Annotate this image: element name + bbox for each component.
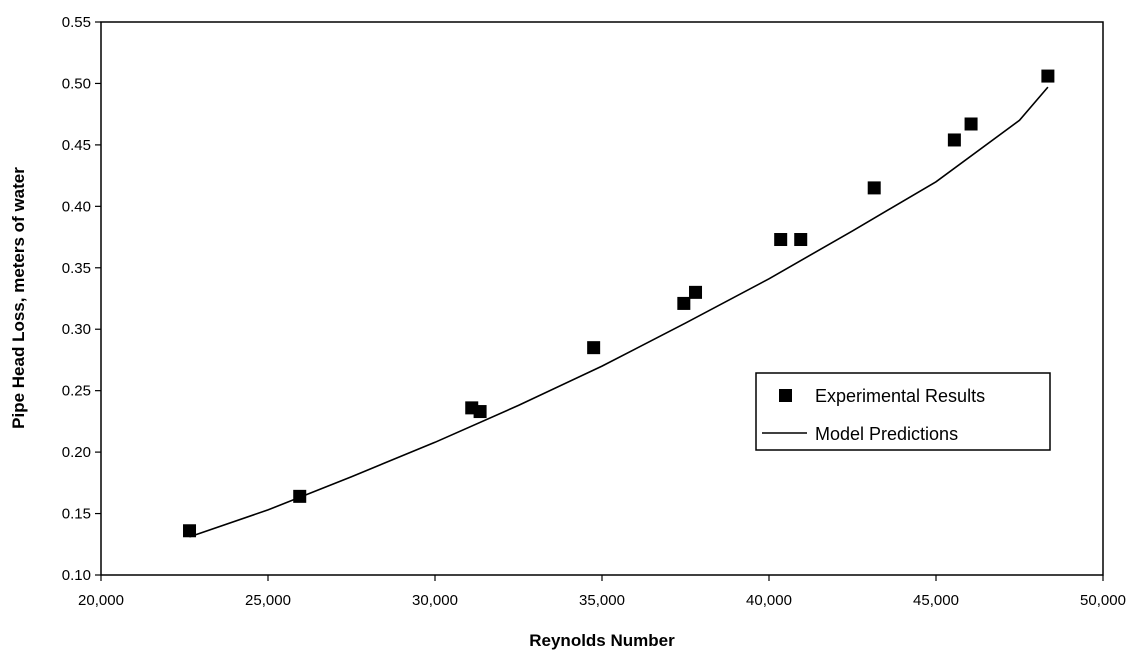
y-tick-label: 0.20 [62, 444, 91, 461]
legend-label-experimental: Experimental Results [815, 386, 985, 406]
y-axis-title: Pipe Head Loss, meters of water [9, 167, 28, 429]
x-tick-label: 35,000 [579, 592, 625, 609]
y-axis-ticks: 0.10 0.15 0.20 0.25 0.30 0.35 0.40 0.45 0.50 0.55 [62, 14, 101, 584]
y-tick-label: 0.55 [62, 14, 91, 31]
x-tick-label: 30,000 [412, 592, 458, 609]
y-tick-label: 0.15 [62, 506, 91, 523]
experimental-point [293, 489, 307, 503]
x-axis-title: Reynolds Number [529, 631, 675, 650]
experimental-point [964, 117, 978, 131]
experimental-point [867, 181, 881, 195]
x-axis-ticks: 20,000 25,000 30,000 35,000 40,000 45,000 50,0… [78, 575, 1126, 609]
x-tick-label: 40,000 [746, 592, 792, 609]
y-tick-label: 0.45 [62, 137, 91, 154]
plot-area [100, 21, 1104, 576]
x-tick-label: 50,000 [1080, 592, 1126, 609]
experimental-markers [183, 69, 1055, 538]
y-tick-label: 0.50 [62, 75, 91, 92]
experimental-point [947, 133, 961, 147]
y-tick-label: 0.40 [62, 198, 91, 215]
experimental-point [794, 233, 808, 247]
y-tick-label: 0.35 [62, 260, 91, 277]
legend-box [755, 372, 1051, 451]
y-tick-label: 0.30 [62, 321, 91, 338]
experimental-point [677, 296, 691, 310]
legend: Experimental Results Model Predictions [755, 372, 1051, 451]
experimental-point [473, 405, 487, 419]
y-tick-label: 0.25 [62, 383, 91, 400]
x-tick-label: 25,000 [245, 592, 291, 609]
legend-label-model: Model Predictions [815, 424, 958, 444]
model-predictions-line [189, 86, 1049, 538]
experimental-point [587, 341, 601, 355]
experimental-point [1041, 69, 1055, 83]
legend-marker-square-icon [779, 389, 792, 402]
experimental-point [183, 524, 197, 538]
experimental-point [689, 285, 703, 299]
x-tick-label: 20,000 [78, 592, 124, 609]
experimental-point [774, 233, 788, 247]
x-tick-label: 45,000 [913, 592, 959, 609]
y-tick-label: 0.10 [62, 567, 91, 584]
